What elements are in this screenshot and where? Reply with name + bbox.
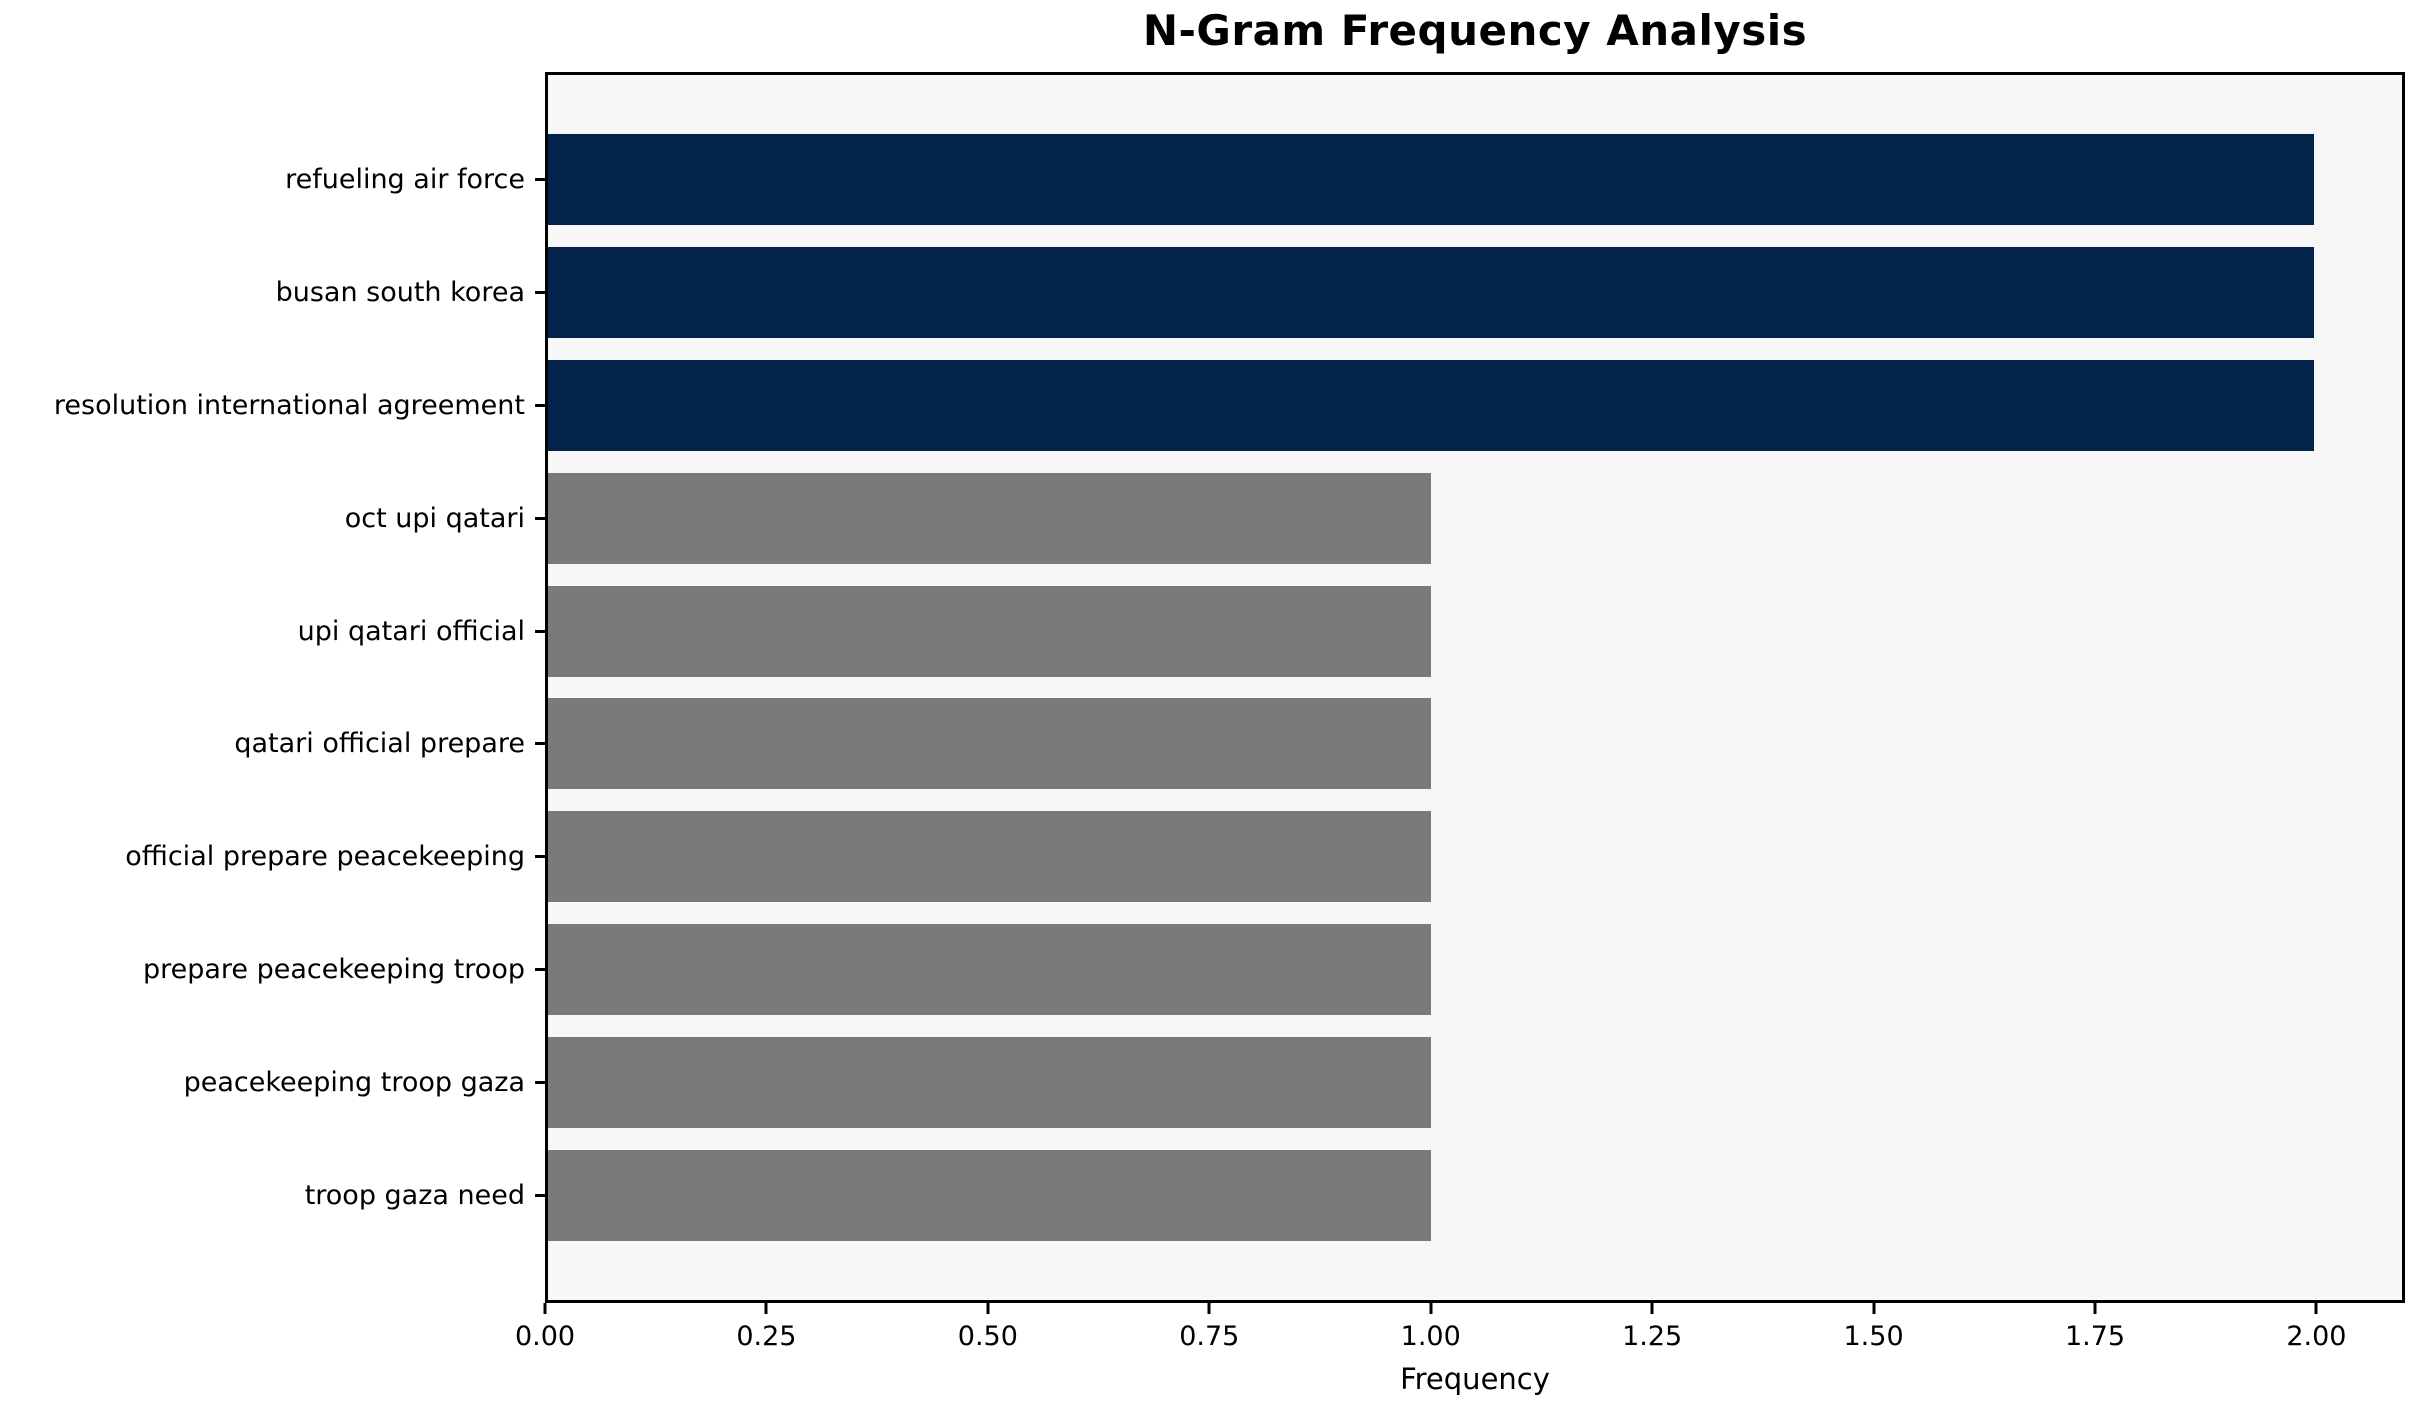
y-tick-label: refueling air force [285, 163, 525, 195]
bar-row [548, 1026, 2402, 1139]
y-tick-mark [535, 855, 545, 859]
y-axis-row: oct upi qatari [0, 462, 545, 575]
frequency-bar [548, 585, 1431, 677]
frequency-bar [548, 246, 2314, 338]
frequency-bar [548, 133, 2314, 225]
frequency-bar [548, 924, 1431, 1016]
frequency-bar [548, 1037, 1431, 1129]
bar-row [548, 349, 2402, 462]
bar-row [548, 462, 2402, 575]
x-tick-label: 0.50 [957, 1321, 1018, 1352]
y-tick-label: oct upi qatari [344, 502, 525, 534]
bar-row [548, 236, 2402, 349]
x-tick-label: 0.00 [514, 1321, 576, 1352]
y-tick-mark [535, 1194, 545, 1198]
y-tick-mark [535, 968, 545, 972]
y-tick-label: troop gaza need [304, 1180, 525, 1212]
y-axis-row: peacekeeping troop gaza [0, 1026, 545, 1139]
y-axis-row: prepare peacekeeping troop [0, 913, 545, 1026]
x-tick-label: 0.25 [736, 1321, 797, 1352]
y-axis-row: busan south korea [0, 236, 545, 349]
y-tick-mark [535, 516, 545, 520]
frequency-bar [548, 359, 2314, 451]
x-tick-mark [1429, 1303, 1433, 1314]
y-axis-row: resolution international agreement [0, 349, 545, 462]
y-tick-label: qatari official prepare [234, 728, 525, 760]
x-tick-label: 1.50 [1843, 1321, 1904, 1352]
y-tick-label: prepare peacekeeping troop [142, 954, 525, 986]
y-tick-mark [535, 1081, 545, 1085]
x-tick-mark [1650, 1303, 1654, 1314]
frequency-bar [548, 811, 1431, 903]
frequency-bar [548, 1150, 1431, 1242]
x-tick-mark [1207, 1303, 1211, 1314]
x-axis-title: Frequency [1400, 1362, 1550, 1396]
x-tick-mark [2093, 1303, 2097, 1314]
x-tick-mark [2314, 1303, 2318, 1314]
x-tick-mark [986, 1303, 990, 1314]
y-tick-mark [535, 742, 545, 746]
y-axis-row: qatari official prepare [0, 688, 545, 801]
y-tick-mark [535, 629, 545, 633]
y-tick-label: busan south korea [275, 276, 525, 308]
x-tick-label: 0.75 [1179, 1321, 1240, 1352]
y-tick-label: upi qatari official [297, 615, 525, 647]
x-tick-label: 2.00 [2286, 1321, 2347, 1352]
y-tick-label: official prepare peacekeeping [125, 841, 525, 873]
x-axis: 0.00 0.25 0.50 0.75 1.00 1.25 1.50 1.75 2.00 [515, 1303, 2405, 1373]
y-axis-row: refueling air force [0, 123, 545, 236]
y-tick-label: resolution international agreement [53, 389, 525, 421]
x-tick-label: 1.00 [1400, 1321, 1461, 1352]
y-axis-row: troop gaza need [0, 1139, 545, 1252]
chart-title: N-Gram Frequency Analysis [1142, 6, 1808, 55]
x-tick-mark [764, 1303, 768, 1314]
x-tick-mark [543, 1303, 547, 1314]
frequency-bar [548, 698, 1431, 790]
plot-area [545, 72, 2405, 1303]
y-tick-mark [535, 290, 545, 294]
frequency-bar [548, 472, 1431, 564]
bar-row [548, 688, 2402, 801]
y-tick-mark [535, 403, 545, 407]
x-tick-mark [1872, 1303, 1876, 1314]
bar-row [548, 123, 2402, 236]
y-axis-row: upi qatari official [0, 575, 545, 688]
bar-row [548, 800, 2402, 913]
y-tick-mark [535, 177, 545, 181]
bar-row [548, 1139, 2402, 1252]
bar-row [548, 575, 2402, 688]
bar-row [548, 913, 2402, 1026]
x-tick-label: 1.75 [2064, 1321, 2126, 1352]
y-axis-row: official prepare peacekeeping [0, 800, 545, 913]
x-tick-label: 1.25 [1622, 1321, 1683, 1352]
y-axis: refueling air force busan south korea reso… [0, 72, 545, 1303]
y-tick-label: peacekeeping troop gaza [183, 1067, 525, 1099]
